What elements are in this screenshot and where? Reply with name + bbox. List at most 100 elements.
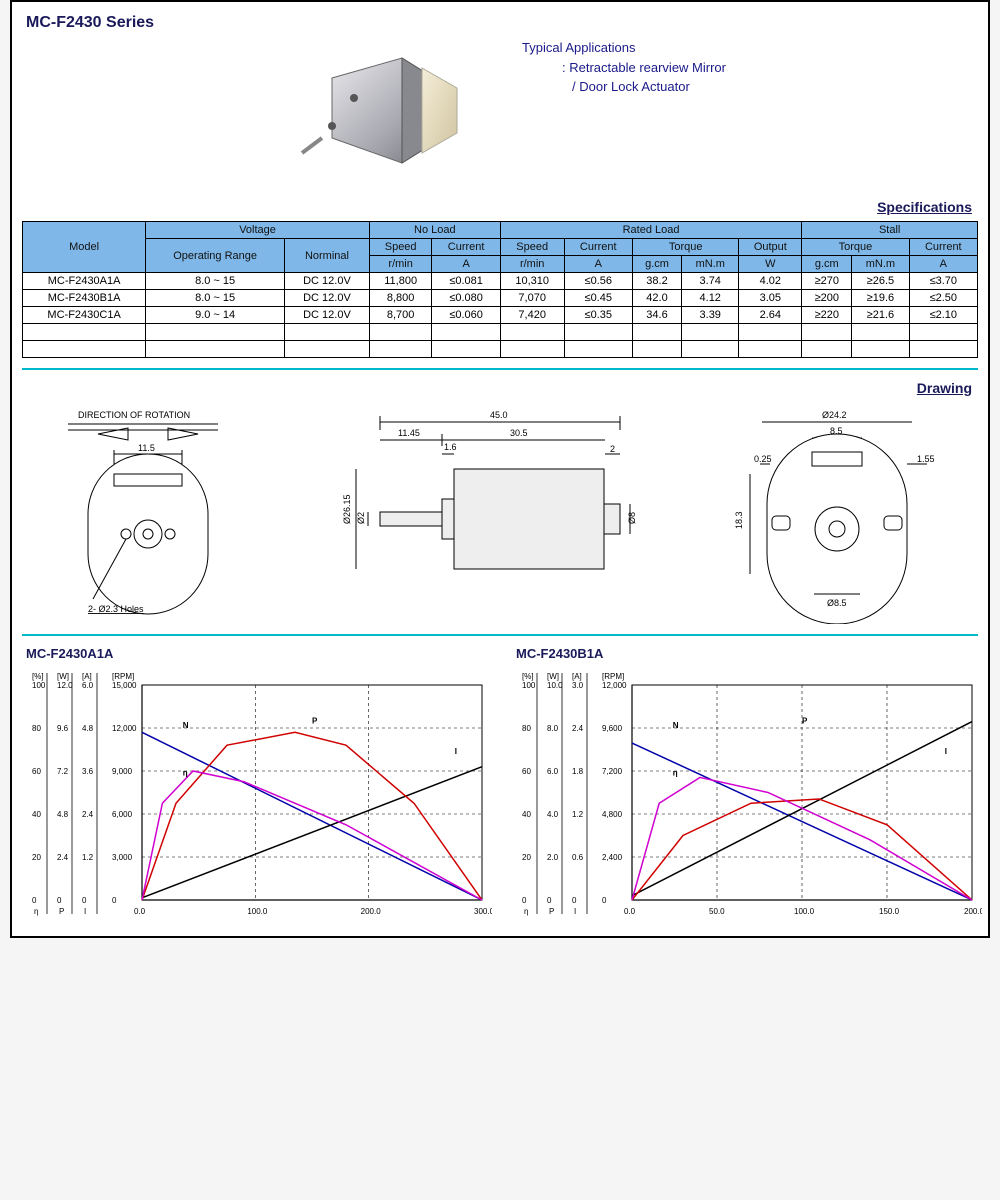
table-cell [432,324,500,341]
table-cell [369,324,432,341]
svg-text:2.0: 2.0 [547,853,559,862]
svg-text:Ø8.5: Ø8.5 [827,598,847,608]
svg-text:I: I [945,747,947,756]
table-cell [632,324,681,341]
section-drawing: Drawing [22,380,972,396]
svg-text:11.5: 11.5 [138,443,155,453]
chart-right: [%][W][A][RPM]10010.03.012,000808.02.49,… [512,665,982,925]
svg-text:Ø26.15: Ø26.15 [342,494,352,524]
svg-text:0: 0 [602,896,607,905]
th-u-mNm2: mN.m [852,256,909,273]
table-cell [632,341,681,358]
table-cell: 3.74 [682,273,739,290]
svg-text:Ø24.2: Ø24.2 [822,410,847,420]
svg-text:0.0: 0.0 [134,907,146,916]
svg-text:[%]: [%] [32,672,44,681]
svg-text:2: 2 [610,444,615,454]
svg-text:I: I [84,907,86,916]
svg-text:18.3: 18.3 [734,511,744,529]
applications-heading: Typical Applications [522,38,726,58]
drawing-row: DIRECTION OF ROTATION 11.5 2- Ø2.3 Holes [22,404,978,624]
svg-text:9,600: 9,600 [602,724,623,733]
table-cell [285,324,370,341]
svg-text:[W]: [W] [57,672,69,681]
table-cell: 8,700 [369,307,432,324]
svg-text:6,000: 6,000 [112,810,133,819]
applications-block: Typical Applications : Retractable rearv… [522,38,726,97]
table-cell [909,341,977,358]
table-cell: 4.02 [739,273,802,290]
table-cell: 9.0 ~ 14 [146,307,285,324]
table-cell: ≥270 [802,273,852,290]
table-row: MC-F2430C1A9.0 ~ 14DC 12.0V8,700≤0.0607,… [23,307,978,324]
table-cell [802,324,852,341]
table-cell: 3.05 [739,290,802,307]
svg-text:45.0: 45.0 [490,410,508,420]
table-row: MC-F2430A1A8.0 ~ 15DC 12.0V11,800≤0.0811… [23,273,978,290]
th-rl-speed: Speed [500,239,564,256]
table-cell [852,324,909,341]
svg-text:[RPM]: [RPM] [602,672,624,681]
table-cell [23,324,146,341]
svg-text:100.0: 100.0 [794,907,815,916]
chart-left-title: MC-F2430A1A [26,646,492,661]
table-cell: 2.64 [739,307,802,324]
svg-text:7,200: 7,200 [602,767,623,776]
top-row: Typical Applications : Retractable rearv… [22,38,978,191]
svg-text:1.55: 1.55 [917,454,935,464]
svg-text:8.0: 8.0 [547,724,559,733]
rotation-label: DIRECTION OF ROTATION [78,410,190,420]
svg-text:P: P [312,717,318,726]
svg-text:[A]: [A] [82,672,92,681]
table-cell: ≥26.5 [852,273,909,290]
svg-text:60: 60 [522,767,531,776]
svg-text:1.2: 1.2 [82,853,94,862]
table-cell: ≤0.45 [564,290,632,307]
svg-text:0.25: 0.25 [754,454,772,464]
table-cell [564,324,632,341]
table-cell [500,324,564,341]
svg-text:3.6: 3.6 [82,767,94,776]
svg-text:P: P [549,907,554,916]
svg-text:4.0: 4.0 [547,810,559,819]
svg-text:[%]: [%] [522,672,534,681]
table-cell: ≤0.080 [432,290,500,307]
th-voltage: Voltage [146,222,370,239]
svg-text:6.0: 6.0 [547,767,559,776]
svg-text:η: η [524,907,528,916]
table-cell [802,341,852,358]
svg-text:200.0: 200.0 [964,907,982,916]
table-cell: 8.0 ~ 15 [146,273,285,290]
table-cell: ≤2.50 [909,290,977,307]
svg-text:0: 0 [32,896,37,905]
th-noload: No Load [369,222,500,239]
table-cell [564,341,632,358]
table-cell [852,341,909,358]
table-cell [23,341,146,358]
svg-text:[A]: [A] [572,672,582,681]
table-cell [682,324,739,341]
table-cell [739,341,802,358]
svg-text:1.8: 1.8 [572,767,584,776]
section-specifications: Specifications [22,199,972,215]
svg-text:2.4: 2.4 [572,724,584,733]
table-cell: ≥21.6 [852,307,909,324]
applications-line1: : Retractable rearview Mirror [562,58,726,78]
svg-text:N: N [673,721,679,730]
svg-text:[W]: [W] [547,672,559,681]
svg-text:12,000: 12,000 [112,724,137,733]
drawing-front: DIRECTION OF ROTATION 11.5 2- Ø2.3 Holes [48,404,268,624]
table-cell: ≥220 [802,307,852,324]
th-rl-output: Output [739,239,802,256]
table-cell: ≤3.70 [909,273,977,290]
table-cell: 7,070 [500,290,564,307]
svg-text:0.6: 0.6 [572,853,584,862]
table-cell: MC-F2430C1A [23,307,146,324]
drawing-rear: Ø24.2 8.5 0.25 1.55 18.3 Ø8.5 [712,404,952,624]
applications-line2: / Door Lock Actuator [572,77,726,97]
chart-left: [%][W][A][RPM]10012.06.015,000809.64.812… [22,665,492,925]
svg-text:3.0: 3.0 [572,681,584,690]
table-cell: ≥200 [802,290,852,307]
chart-right-block: MC-F2430B1A [%][W][A][RPM]10010.03.012,0… [512,646,982,928]
table-row: MC-F2430B1A8.0 ~ 15DC 12.0V8,800≤0.0807,… [23,290,978,307]
